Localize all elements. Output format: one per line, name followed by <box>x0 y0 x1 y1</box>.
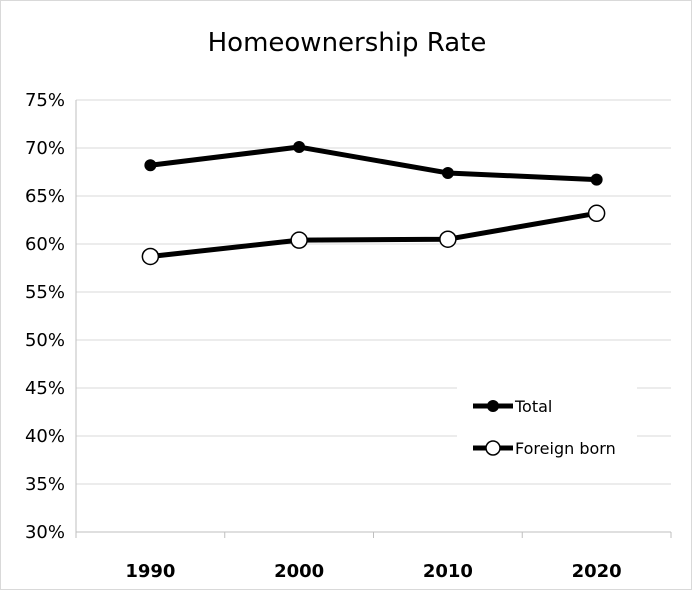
x-tick-label: 2000 <box>274 561 324 582</box>
series-line-total <box>147 144 600 183</box>
legend-label-total: Total <box>514 397 552 416</box>
data-point-total <box>144 159 157 172</box>
y-tick-label: 50% <box>25 330 65 351</box>
x-tick-label: 1990 <box>125 561 175 582</box>
data-point-foreign-born <box>587 204 606 223</box>
data-point-total <box>441 166 454 179</box>
data-point-foreign-born <box>439 230 457 248</box>
y-tick-label: 40% <box>25 426 65 447</box>
data-point-total <box>590 173 603 186</box>
x-tick-label: 2020 <box>572 561 622 582</box>
axes <box>75 100 672 538</box>
series-line-foreign-born <box>147 210 600 259</box>
data-point-total <box>293 141 306 154</box>
data-series <box>141 141 606 266</box>
y-tick-label: 30% <box>25 522 65 543</box>
data-point-foreign-born <box>141 247 160 266</box>
legend-marker-foreign-born <box>485 440 501 456</box>
x-tick-label: 2010 <box>423 561 473 582</box>
gridlines <box>76 99 671 485</box>
y-tick-label: 75% <box>25 90 65 111</box>
y-axis-tick-labels: 30% 35% 40% 45% 50% 55% 60% 65% 70% 75% <box>25 90 65 543</box>
x-axis-tick-labels: 1990 2000 2010 2020 <box>125 561 621 582</box>
legend: Total Foreign born <box>457 384 637 476</box>
y-tick-label: 65% <box>25 186 65 207</box>
data-point-foreign-born <box>290 231 308 249</box>
y-tick-label: 35% <box>25 474 65 495</box>
y-tick-label: 60% <box>25 234 65 255</box>
y-tick-label: 55% <box>25 282 65 303</box>
y-tick-label: 70% <box>25 138 65 159</box>
chart-title: Homeownership Rate <box>208 28 487 58</box>
y-tick-label: 45% <box>25 378 65 399</box>
legend-label-foreign-born: Foreign born <box>515 439 616 458</box>
legend-background <box>457 384 637 476</box>
legend-marker-total <box>487 400 499 412</box>
